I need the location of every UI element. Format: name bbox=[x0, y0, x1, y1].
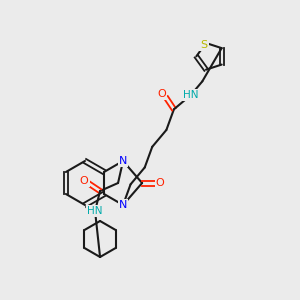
Text: N: N bbox=[119, 156, 127, 166]
Text: O: O bbox=[80, 176, 88, 186]
Text: HN: HN bbox=[87, 206, 103, 216]
Text: HN: HN bbox=[183, 90, 199, 100]
Text: S: S bbox=[200, 40, 208, 50]
Text: O: O bbox=[158, 89, 166, 99]
Text: O: O bbox=[156, 178, 164, 188]
Text: N: N bbox=[119, 200, 127, 210]
